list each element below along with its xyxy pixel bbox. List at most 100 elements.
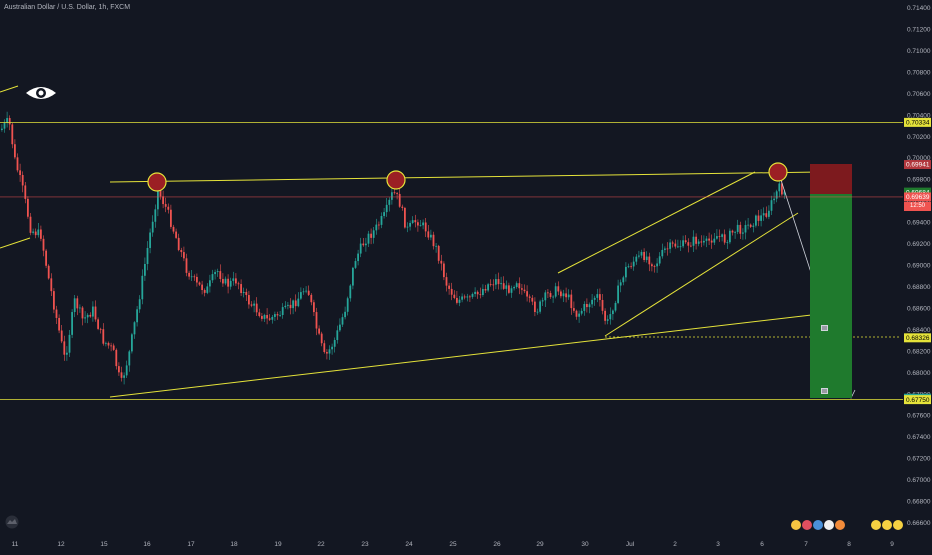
candle [102,323,105,346]
candle [29,213,32,236]
candle [3,119,6,133]
tradingview-logo-icon[interactable] [4,515,20,529]
candle [203,288,206,297]
candle [669,238,671,254]
stop-loss-zone[interactable] [810,164,852,194]
candle [747,217,749,230]
candle [151,215,154,237]
candle [593,295,596,306]
candle [110,342,112,352]
candle [502,276,505,290]
time-tick-label: 25 [449,541,457,548]
candle [664,246,666,253]
candle [292,299,294,315]
drawings-layer[interactable] [0,85,900,399]
candle [674,239,677,249]
candle [677,239,679,249]
candle [469,294,471,303]
candle [427,225,430,240]
candle [68,330,71,358]
eye-icon[interactable] [26,87,56,99]
candle [437,244,440,264]
candle [749,223,752,229]
candle [778,178,781,198]
candle [497,272,500,290]
channel-upper-line[interactable] [557,171,756,274]
candle [198,281,201,286]
candle [461,293,463,303]
resistance-touch-circle[interactable] [147,172,167,192]
candle [92,301,94,322]
candle [424,218,427,238]
take-profit-zone[interactable] [810,194,852,398]
avatar-group-left[interactable] [790,519,862,533]
price-axis-panel[interactable] [903,0,932,536]
candle [289,298,292,315]
candle [50,273,53,297]
candle [510,285,513,298]
candle [261,312,263,322]
candle [487,282,489,293]
candle [768,205,770,220]
candle [144,257,146,281]
candle [232,271,235,286]
time-tick-label: 3 [716,541,720,548]
candle [55,305,58,324]
support-trendline[interactable] [109,313,821,398]
candle [617,279,619,305]
left-trendline[interactable] [0,237,31,249]
candle [723,229,726,245]
candle [531,294,534,306]
candle [456,291,458,305]
resistance-trendline[interactable] [109,171,821,183]
candle [313,299,315,317]
resistance-touch-circle[interactable] [768,162,788,182]
time-axis[interactable]: 11 12 15 16 17 18 19 22 23 24 25 26 29 30 Jul 2 3 6 7 8 9 [12,541,895,548]
candle [214,269,216,280]
candle [359,237,362,258]
time-tick-label: 23 [361,541,369,548]
left-top-trendline[interactable] [0,85,19,93]
channel-lower-line[interactable] [604,212,799,337]
candle [752,223,755,233]
candle [128,349,131,372]
candle [240,279,242,297]
candle [474,287,476,297]
candle [255,297,258,317]
candle [526,285,528,302]
candle [76,295,79,316]
candle [183,246,185,262]
time-axis-panel[interactable] [0,536,932,550]
horizontal-lines-layer[interactable] [0,121,903,401]
candle [162,190,164,209]
note-icon[interactable] [821,325,828,331]
price-axis[interactable]: 0.71400 0.71200 0.71000 0.70800 0.70600 0.704… [907,5,931,527]
candle [367,230,370,247]
avatar-group-right[interactable] [870,519,904,533]
time-tick-label: 12 [57,541,65,548]
candle [167,203,170,214]
candle [775,189,778,203]
note-icon[interactable] [821,388,828,394]
candle [365,237,367,252]
candle [79,304,81,313]
candle [45,248,47,269]
candle [149,228,151,254]
candle [508,282,510,295]
countdown-tag: 12:50 [904,202,931,211]
candle [354,258,357,270]
price-tick-label: 0.66600 [907,520,931,527]
candle [489,279,492,287]
candle [40,225,42,242]
candle [302,288,305,295]
candle [133,321,136,339]
candle [118,362,120,376]
candle [744,220,747,240]
price-tick-label: 0.68000 [907,370,931,377]
resistance-touch-circle[interactable] [386,170,406,190]
candle [666,242,669,256]
candle [523,284,526,294]
symbol-title[interactable]: Australian Dollar / U.S. Dollar, 1h, FXC… [4,4,131,11]
